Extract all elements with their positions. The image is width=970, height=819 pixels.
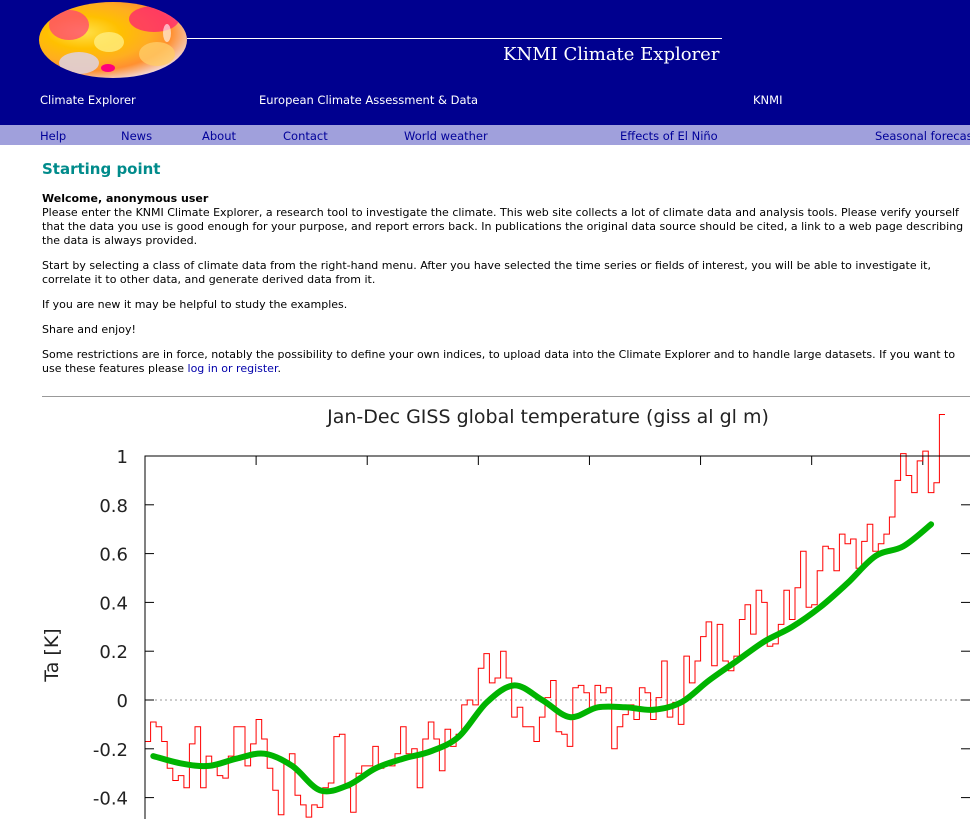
menu-el-nino[interactable]: Effects of El Niño xyxy=(620,129,718,143)
world-map-logo[interactable] xyxy=(39,2,187,78)
y-tick-label: 0.2 xyxy=(99,642,128,663)
restrictions-text: Some restrictions are in force, notably … xyxy=(42,348,956,375)
menu-contact[interactable]: Contact xyxy=(283,129,328,143)
climate-explorer-link[interactable]: Climate Explorer xyxy=(40,93,136,107)
y-tick-label: 0.4 xyxy=(99,593,128,614)
y-tick-label: 0.6 xyxy=(99,545,128,566)
y-tick-label: 1 xyxy=(117,447,128,468)
restrictions-end: . xyxy=(277,362,281,375)
title-rule xyxy=(187,38,722,39)
welcome-heading: Welcome, anonymous user xyxy=(42,192,209,205)
y-tick-label: 0 xyxy=(117,691,128,712)
temperature-chart: Jan-Dec GISS global temperature (giss al… xyxy=(41,406,970,819)
smoothed-temperature-series xyxy=(150,521,935,795)
annual-temperature-series xyxy=(145,414,945,818)
section-divider xyxy=(42,396,970,397)
menu-world-weather[interactable]: World weather xyxy=(404,129,488,143)
plot-frame xyxy=(144,455,970,819)
y-tick-label: 0.8 xyxy=(99,496,128,517)
menu-seasonal-forecasts[interactable]: Seasonal forecas xyxy=(875,129,970,143)
axis-tick-marks xyxy=(145,455,970,799)
page-title: Starting point xyxy=(42,160,161,178)
login-register-link[interactable]: log in or register xyxy=(187,362,278,375)
y-tick-labels: 1 0.8 0.6 0.4 0.2 0 -0.2 -0.4 xyxy=(93,447,128,810)
welcome-block: Welcome, anonymous user Please enter the… xyxy=(42,192,970,248)
restrictions-block: Some restrictions are in force, notably … xyxy=(42,348,970,376)
examples-text: If you are new it may be helpful to stud… xyxy=(42,298,348,311)
y-tick-label: -0.2 xyxy=(93,740,128,761)
welcome-text: Please enter the KNMI Climate Explorer, … xyxy=(42,206,964,247)
y-tick-label: -0.4 xyxy=(93,789,128,810)
menu-help[interactable]: Help xyxy=(40,129,67,143)
eca-data-link[interactable]: European Climate Assessment & Data xyxy=(259,93,479,107)
menu-bar: Help News About Contact World weather Ef… xyxy=(0,125,970,145)
menu-about[interactable]: About xyxy=(202,129,237,143)
chart-title: Jan-Dec GISS global temperature (giss al… xyxy=(326,406,769,428)
knmi-link[interactable]: KNMI xyxy=(753,93,783,107)
chart-y-axis-label: Ta [K] xyxy=(41,628,63,682)
menu-news[interactable]: News xyxy=(121,129,153,143)
share-text: Share and enjoy! xyxy=(42,323,136,336)
start-text: Start by selecting a class of climate da… xyxy=(42,259,931,286)
site-title: KNMI Climate Explorer xyxy=(503,44,720,65)
site-header: KNMI Climate Explorer Climate Explorer E… xyxy=(0,0,970,125)
